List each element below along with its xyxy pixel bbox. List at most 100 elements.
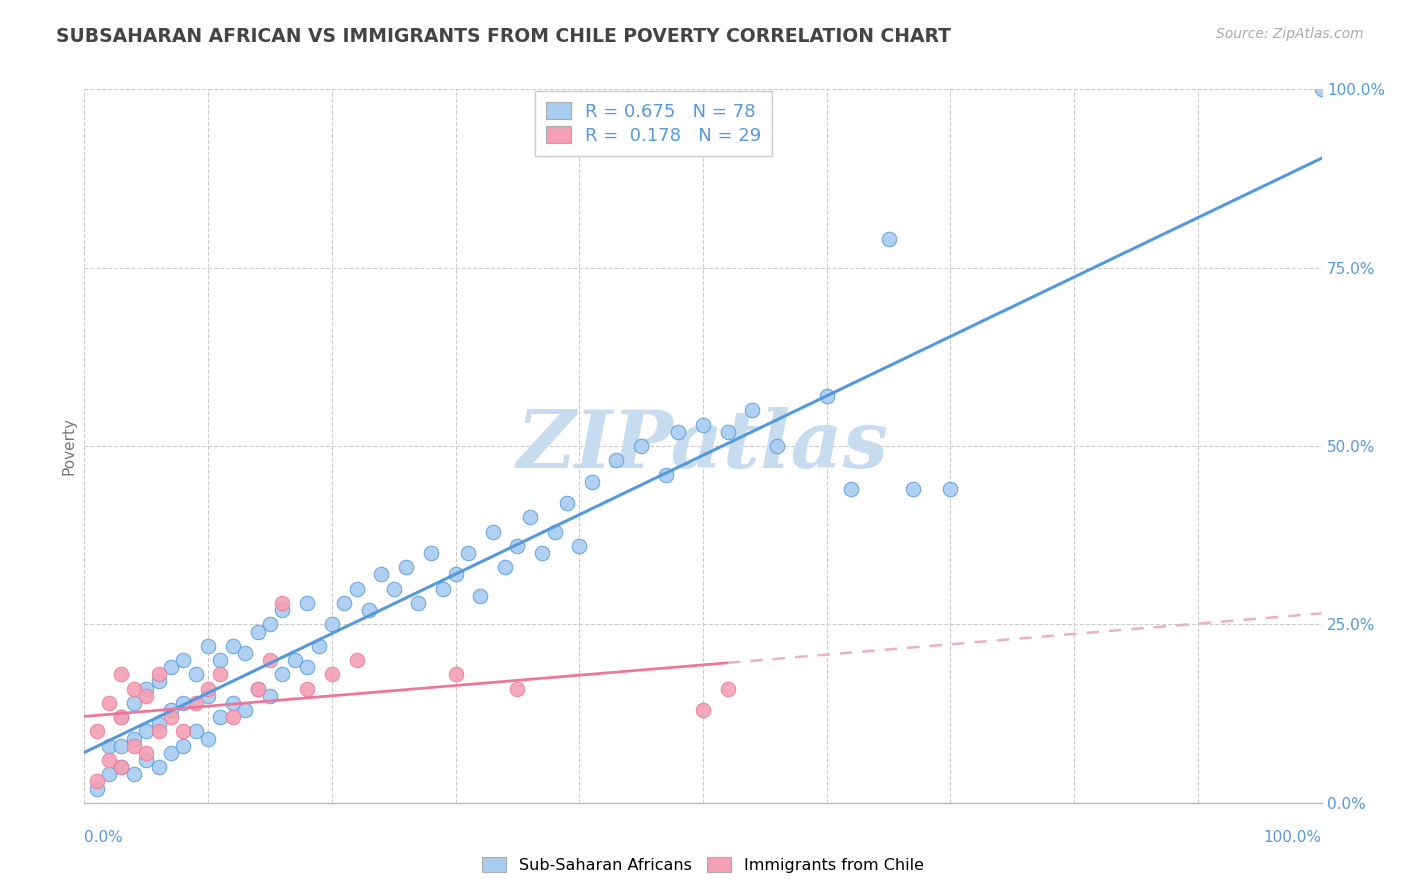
Point <box>259 689 281 703</box>
Point <box>877 232 900 246</box>
Text: SUBSAHARAN AFRICAN VS IMMIGRANTS FROM CHILE POVERTY CORRELATION CHART: SUBSAHARAN AFRICAN VS IMMIGRANTS FROM CH… <box>56 27 952 45</box>
Point <box>666 425 689 439</box>
Point <box>110 667 132 681</box>
Point <box>222 710 245 724</box>
Point <box>122 681 145 696</box>
Legend: Sub-Saharan Africans, Immigrants from Chile: Sub-Saharan Africans, Immigrants from Ch… <box>475 851 931 880</box>
Point <box>122 739 145 753</box>
Point <box>209 710 232 724</box>
Point <box>172 724 194 739</box>
Point <box>692 703 714 717</box>
Text: 100.0%: 100.0% <box>1264 830 1322 845</box>
Point <box>370 567 392 582</box>
Point <box>543 524 565 539</box>
Point <box>197 639 219 653</box>
Point <box>655 467 678 482</box>
Point <box>408 596 430 610</box>
Point <box>568 539 591 553</box>
Legend: R = 0.675   N = 78, R =  0.178   N = 29: R = 0.675 N = 78, R = 0.178 N = 29 <box>534 91 772 156</box>
Point <box>86 774 108 789</box>
Point <box>295 681 318 696</box>
Point <box>321 667 343 681</box>
Point <box>506 681 529 696</box>
Point <box>395 560 418 574</box>
Point <box>160 703 183 717</box>
Point <box>110 710 132 724</box>
Point <box>86 724 108 739</box>
Point <box>209 667 232 681</box>
Point <box>148 674 170 689</box>
Point <box>630 439 652 453</box>
Point <box>605 453 627 467</box>
Point <box>135 746 157 760</box>
Point <box>172 653 194 667</box>
Point <box>939 482 962 496</box>
Point <box>841 482 863 496</box>
Point <box>222 639 245 653</box>
Point <box>148 760 170 774</box>
Point <box>122 731 145 746</box>
Point <box>271 667 294 681</box>
Point <box>766 439 789 453</box>
Point <box>470 589 492 603</box>
Y-axis label: Poverty: Poverty <box>60 417 76 475</box>
Point <box>357 603 380 617</box>
Point <box>233 646 256 660</box>
Point <box>197 689 219 703</box>
Point <box>135 724 157 739</box>
Point <box>419 546 441 560</box>
Point <box>717 681 740 696</box>
Point <box>903 482 925 496</box>
Point <box>259 653 281 667</box>
Point <box>815 389 838 403</box>
Point <box>172 696 194 710</box>
Point <box>222 696 245 710</box>
Point <box>246 681 269 696</box>
Point <box>246 624 269 639</box>
Point <box>98 753 121 767</box>
Point <box>110 739 132 753</box>
Point <box>110 710 132 724</box>
Point <box>308 639 330 653</box>
Point <box>692 417 714 432</box>
Point <box>135 681 157 696</box>
Point <box>284 653 307 667</box>
Text: Source: ZipAtlas.com: Source: ZipAtlas.com <box>1216 27 1364 41</box>
Point <box>444 667 467 681</box>
Point <box>160 746 183 760</box>
Point <box>481 524 503 539</box>
Point <box>246 681 269 696</box>
Point <box>98 696 121 710</box>
Point <box>519 510 541 524</box>
Point <box>382 582 405 596</box>
Point <box>346 653 368 667</box>
Point <box>135 753 157 767</box>
Point <box>209 653 232 667</box>
Point <box>184 696 207 710</box>
Point <box>333 596 356 610</box>
Point <box>148 667 170 681</box>
Point <box>110 760 132 774</box>
Point <box>457 546 479 560</box>
Point <box>135 689 157 703</box>
Point <box>271 603 294 617</box>
Point <box>346 582 368 596</box>
Point <box>1310 82 1333 96</box>
Point <box>444 567 467 582</box>
Point <box>86 781 108 796</box>
Point <box>717 425 740 439</box>
Point <box>148 724 170 739</box>
Point <box>295 596 318 610</box>
Point <box>184 667 207 681</box>
Point <box>581 475 603 489</box>
Point <box>122 767 145 781</box>
Point <box>172 739 194 753</box>
Point <box>160 710 183 724</box>
Text: ZIPatlas: ZIPatlas <box>517 408 889 484</box>
Point <box>271 596 294 610</box>
Point <box>555 496 578 510</box>
Point <box>122 696 145 710</box>
Point <box>295 660 318 674</box>
Point <box>160 660 183 674</box>
Point <box>148 717 170 731</box>
